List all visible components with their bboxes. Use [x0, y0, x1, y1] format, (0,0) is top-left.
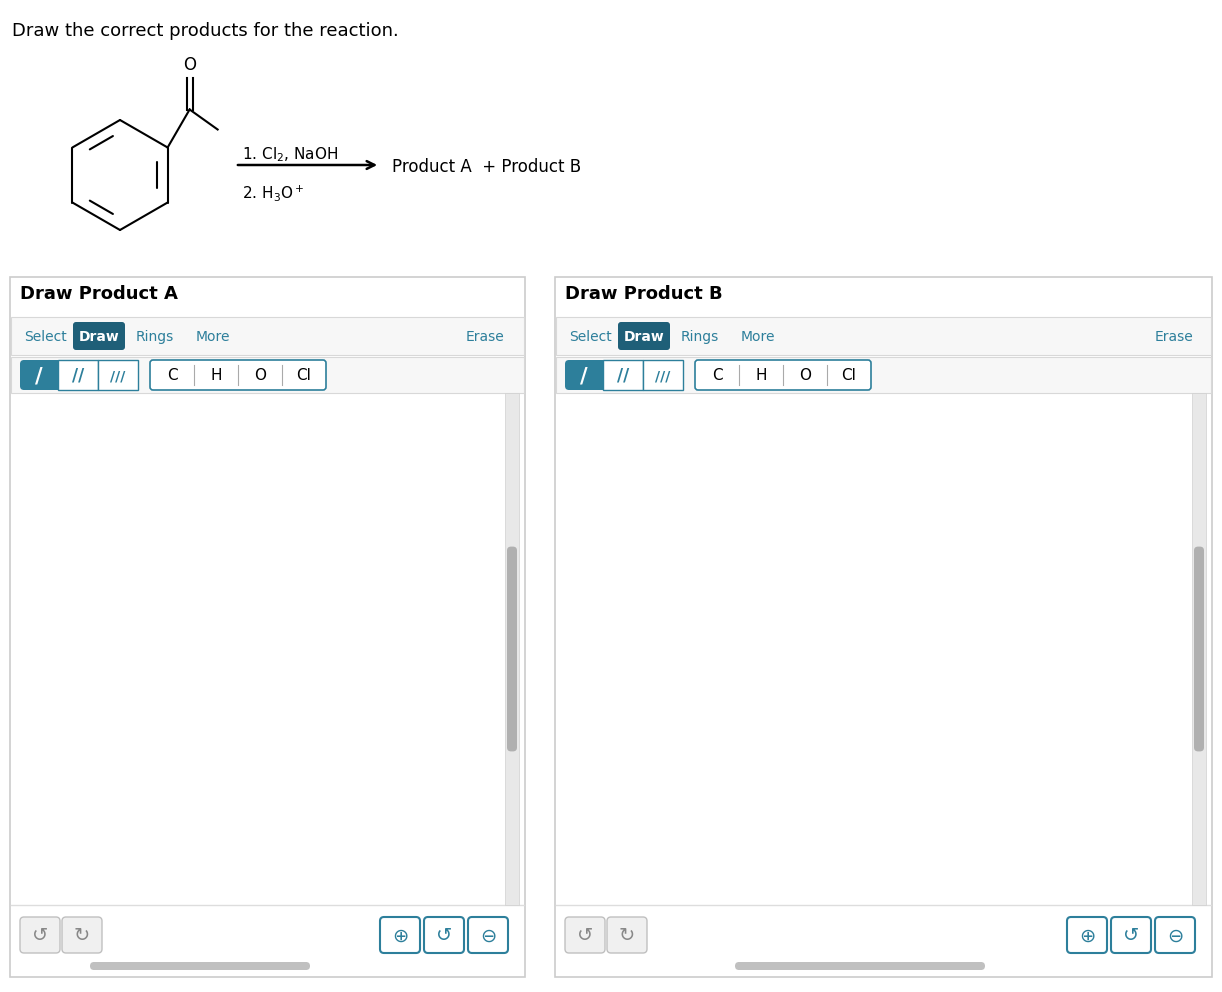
- Text: Erase: Erase: [466, 330, 505, 344]
- Text: Select: Select: [24, 330, 67, 344]
- FancyBboxPatch shape: [1194, 547, 1204, 751]
- FancyBboxPatch shape: [695, 360, 871, 390]
- Text: C: C: [166, 368, 177, 384]
- Text: 1. Cl$_2$, NaOH: 1. Cl$_2$, NaOH: [242, 145, 338, 164]
- Bar: [505, 393, 519, 905]
- FancyBboxPatch shape: [380, 917, 420, 953]
- Text: ⊖: ⊖: [1167, 927, 1183, 945]
- Text: More: More: [196, 330, 231, 344]
- Text: ⊕: ⊕: [392, 927, 408, 945]
- FancyBboxPatch shape: [607, 917, 646, 953]
- Text: ↺: ↺: [577, 927, 593, 945]
- Text: ⊕: ⊕: [1079, 927, 1095, 945]
- FancyBboxPatch shape: [507, 547, 517, 751]
- FancyBboxPatch shape: [73, 322, 125, 350]
- Text: More: More: [741, 330, 776, 344]
- Text: /: /: [580, 366, 588, 386]
- Bar: [11, 357, 524, 393]
- Text: ↻: ↻: [73, 927, 90, 945]
- Text: Draw the correct products for the reaction.: Draw the correct products for the reacti…: [12, 22, 398, 40]
- Text: Cl: Cl: [842, 368, 857, 384]
- Text: O: O: [799, 368, 811, 384]
- Text: H: H: [210, 368, 221, 384]
- Bar: [11, 317, 524, 355]
- Bar: [57, 360, 98, 390]
- FancyBboxPatch shape: [62, 917, 101, 953]
- FancyBboxPatch shape: [565, 360, 683, 390]
- Text: Draw: Draw: [623, 330, 665, 344]
- Text: Rings: Rings: [136, 330, 175, 344]
- FancyBboxPatch shape: [424, 917, 464, 953]
- Text: ///: ///: [110, 369, 126, 383]
- Text: ↻: ↻: [618, 927, 635, 945]
- Text: Draw Product B: Draw Product B: [565, 285, 722, 303]
- Text: ///: ///: [655, 369, 671, 383]
- Text: //: //: [72, 367, 84, 385]
- FancyBboxPatch shape: [618, 322, 670, 350]
- Text: Erase: Erase: [1155, 330, 1194, 344]
- FancyBboxPatch shape: [1155, 917, 1195, 953]
- FancyBboxPatch shape: [150, 360, 326, 390]
- FancyBboxPatch shape: [468, 917, 508, 953]
- Bar: [602, 360, 643, 390]
- Text: ↺: ↺: [32, 927, 48, 945]
- Text: Product A  + Product B: Product A + Product B: [392, 158, 582, 176]
- Text: ⊖: ⊖: [480, 927, 496, 945]
- Bar: [643, 360, 683, 390]
- Bar: [98, 360, 138, 390]
- Text: H: H: [755, 368, 766, 384]
- Text: /: /: [35, 366, 43, 386]
- Text: Draw Product A: Draw Product A: [20, 285, 178, 303]
- Text: ↺: ↺: [436, 927, 452, 945]
- Text: //: //: [617, 367, 629, 385]
- FancyBboxPatch shape: [1067, 917, 1107, 953]
- FancyBboxPatch shape: [734, 962, 985, 970]
- FancyBboxPatch shape: [20, 360, 138, 390]
- Bar: [556, 357, 1211, 393]
- Bar: [10, 277, 525, 977]
- Text: Cl: Cl: [297, 368, 312, 384]
- FancyBboxPatch shape: [20, 917, 60, 953]
- Text: O: O: [183, 56, 197, 73]
- Text: 2. H$_3$O$^+$: 2. H$_3$O$^+$: [242, 183, 304, 203]
- Text: Rings: Rings: [681, 330, 720, 344]
- Bar: [556, 317, 1211, 355]
- Bar: [555, 277, 1212, 977]
- Text: Select: Select: [569, 330, 612, 344]
- Bar: [1191, 393, 1206, 905]
- Text: O: O: [254, 368, 266, 384]
- Text: ↺: ↺: [1123, 927, 1139, 945]
- Text: Draw: Draw: [78, 330, 120, 344]
- FancyBboxPatch shape: [565, 917, 605, 953]
- FancyBboxPatch shape: [90, 962, 310, 970]
- FancyBboxPatch shape: [1111, 917, 1151, 953]
- Text: C: C: [711, 368, 722, 384]
